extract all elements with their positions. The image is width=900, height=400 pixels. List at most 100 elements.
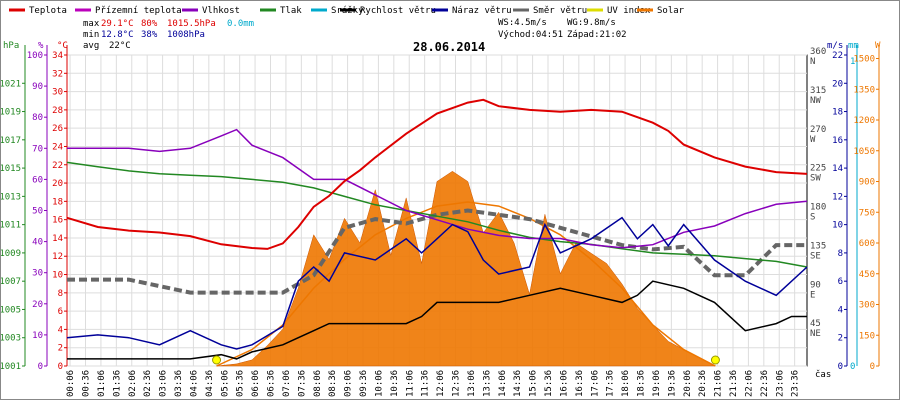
x-tick-label-27: 13:36 [482,370,492,397]
ms-tick-label-10: 20 [832,79,843,89]
wind-gust-line [66,216,808,350]
percent-tick-label-6: 60 [32,175,43,185]
percent-tick-label-2: 20 [32,300,43,310]
x-tick-label-15: 07:36 [297,370,307,397]
x-tick-label-36: 18:06 [621,370,631,397]
x-tick-label-14: 07:06 [282,370,292,397]
watt-tick-label-6: 900 [859,178,875,188]
mm-unit: mm [848,41,859,51]
hpa-tick-label-10: 1021 [1,79,21,89]
wind-wg: WG:9.8m/s [567,18,616,28]
x-tick-label-39: 19:36 [667,370,677,397]
celsius-tick-label-4: 8 [58,289,63,299]
celsius-tick-label-2: 4 [58,325,63,335]
hpa-tick-label-6: 1013 [1,192,21,202]
x-tick-label-13: 06:36 [267,370,277,397]
celsius-tick-label-9: 18 [52,197,63,207]
x-tick-label-38: 19:06 [652,370,662,397]
celsius-tick-label-11: 22 [52,161,63,171]
percent-tick-label-8: 80 [32,113,43,123]
direction-tick-dir-4: SW [810,174,821,184]
percent-tick-label-4: 40 [32,238,43,248]
x-tick-label-43: 21:36 [729,370,739,397]
hpa-tick-label-0: 1001 [1,362,21,372]
watt-tick-label-9: 1350 [853,85,875,95]
stats-panel: max 29.1°C 80% 1015.5hPa 0.0mm min 12.8°… [83,18,627,54]
direction-tick-label-3: 180 [810,203,826,213]
x-tick-label-47: 23:36 [791,370,801,397]
watt-tick-label-8: 1200 [853,116,875,126]
stat-min-hum: 38% [141,30,158,40]
x-tick-label-1: 00:36 [82,370,92,397]
stat-min-press: 1008hPa [167,30,205,40]
stat-max-temp: 29.1°C [101,19,134,29]
percent-tick-label-9: 90 [32,82,43,92]
x-tick-label-5: 02:36 [143,370,153,397]
legend-label-0: Teplota [29,6,67,16]
legend-label-2: Vlhkost [202,6,240,16]
wind-ws: WS:4.5m/s [498,18,547,28]
celsius-tick-label-13: 26 [52,124,63,134]
humidity-line [67,128,808,249]
x-tick-label-17: 08:36 [328,370,338,397]
x-tick-label-25: 12:36 [452,370,462,397]
celsius-tick-label-0: 0 [58,362,63,372]
plot-area [66,98,808,367]
ms-tick-label-3: 6 [838,277,843,287]
x-tick-label-34: 17:06 [590,370,600,397]
direction-tick-label-4: 225 [810,164,826,174]
sunset-time: Západ:21:02 [567,30,627,40]
celsius-tick-label-8: 16 [52,216,63,226]
watt-tick-label-10: 1500 [853,55,875,65]
ms-tick-label-6: 12 [832,192,843,202]
legend-label-6: Náraz větru [452,6,512,16]
watt-tick-label-1: 150 [859,331,875,341]
legend-label-9: Solar [657,6,685,16]
x-tick-label-9: 04:36 [205,370,215,397]
hpa-unit: hPa [3,41,19,51]
sunrise-marker [212,355,222,365]
legend-label-1: Přízemní teplota [95,6,182,16]
celsius-tick-label-16: 32 [52,69,63,79]
x-tick-label-42: 21:06 [714,370,724,397]
x-tick-label-40: 20:06 [683,370,693,397]
celsius-tick-label-17: 34 [52,51,63,61]
x-tick-label-35: 17:36 [606,370,616,397]
sunset-marker [710,355,720,365]
hpa-tick-label-4: 1009 [1,249,21,259]
celsius-tick-label-10: 20 [52,179,63,189]
celsius-tick-label-15: 30 [52,88,63,98]
direction-tick-dir-1: E [810,290,815,300]
hpa-tick-label-8: 1017 [1,136,21,146]
direction-tick-label-5: 270 [810,125,826,135]
x-tick-label-44: 22:06 [744,370,754,397]
hpa-tick-label-9: 1019 [1,108,21,118]
ms-tick-label-4: 8 [838,249,843,259]
ms-tick-label-5: 10 [832,221,843,231]
celsius-tick-label-1: 2 [58,344,63,354]
direction-tick-dir-7: N [810,57,815,67]
percent-tick-label-7: 70 [32,144,43,154]
x-tick-label-19: 09:36 [359,370,369,397]
legend-label-3: Tlak [280,6,302,16]
direction-tick-label-7: 360 [810,47,826,57]
percent-tick-label-5: 50 [32,207,43,217]
direction-tick-dir-3: S [810,213,815,223]
watt-tick-label-3: 450 [859,270,875,280]
x-tick-label-4: 02:06 [128,370,138,397]
percent-tick-label-10: 100 [27,51,43,61]
x-axis-label: čas [815,369,831,380]
wind-speed-line [67,280,807,360]
x-tick-label-37: 18:36 [637,370,647,397]
direction-tick-dir-6: NW [810,96,821,106]
celsius-tick-label-12: 24 [52,142,63,152]
stat-max-label: max [83,19,100,29]
direction-tick-label-1: 90 [810,280,821,290]
celsius-tick-label-3: 6 [58,307,63,317]
watt-tick-label-5: 750 [859,208,875,218]
percent-tick-label-0: 0 [38,362,43,372]
x-tick-label-31: 15:36 [544,370,554,397]
hpa-tick-label-1: 1003 [1,334,21,344]
